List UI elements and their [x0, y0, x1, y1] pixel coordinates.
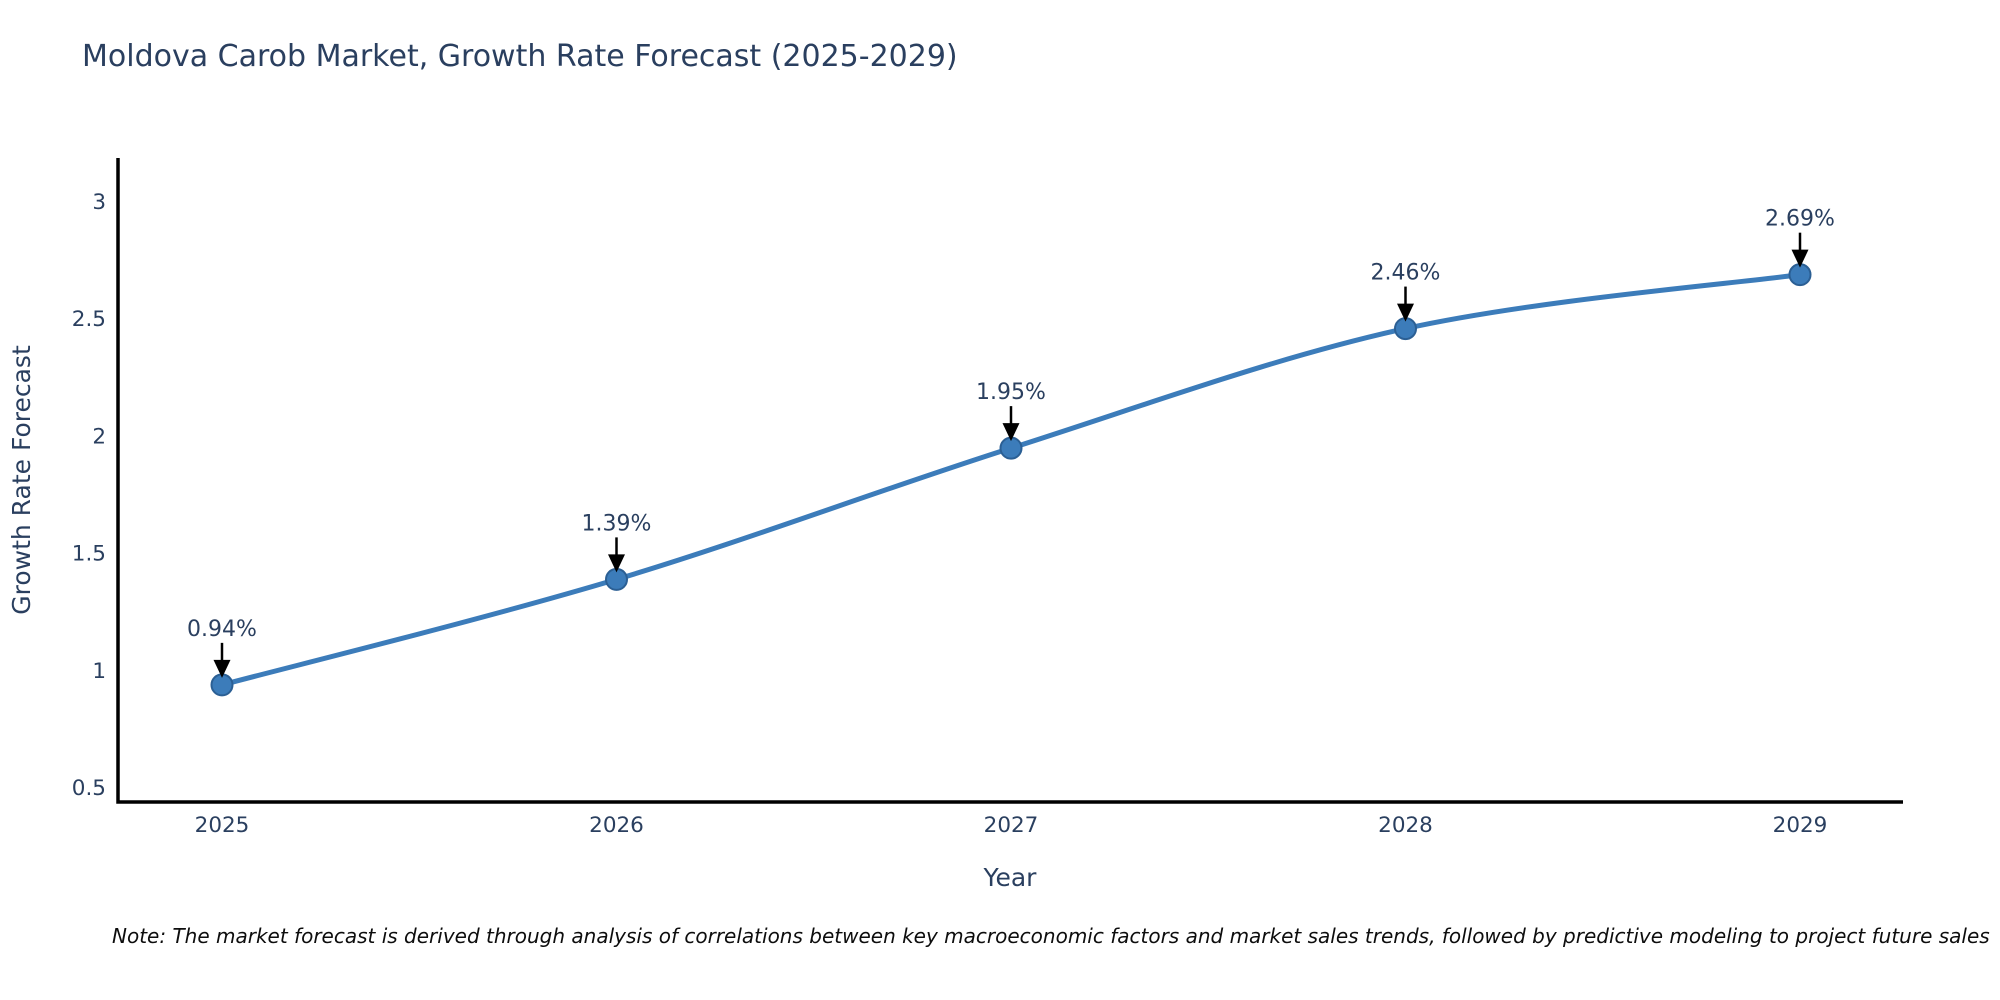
- line-series: [210, 263, 1812, 697]
- series-line: [219, 272, 1803, 688]
- annotation-arrowhead: [1002, 423, 1020, 442]
- x-tick-label: 2025: [195, 813, 250, 838]
- axis-lines: [116, 158, 1903, 804]
- y-tick-label: 2: [92, 424, 106, 449]
- annotation-label: 0.94%: [187, 617, 257, 642]
- annotation-label: 1.95%: [976, 380, 1046, 405]
- x-tick-label: 2026: [589, 813, 644, 838]
- annotation-arrowhead: [1791, 249, 1809, 268]
- chart-title: Moldova Carob Market, Growth Rate Foreca…: [82, 39, 958, 74]
- x-tick-label: 2027: [984, 813, 1039, 838]
- x-axis-title: Year: [983, 863, 1038, 892]
- y-tick-label: 1.5: [72, 542, 106, 567]
- y-tick-label: 0.5: [72, 776, 106, 801]
- y-tick-label: 3: [92, 190, 106, 215]
- x-tick-label: 2029: [1773, 813, 1828, 838]
- axes: 0.5 1 1.5 2 2.5 3 2025 2026 2027 2028 2029: [72, 158, 1903, 838]
- annotation-label: 2.69%: [1765, 207, 1835, 232]
- x-tick-label: 2028: [1378, 813, 1433, 838]
- annotation-arrowhead: [1397, 303, 1414, 322]
- annotation-arrowhead: [213, 659, 231, 678]
- annotation-label: 2.46%: [1371, 261, 1441, 286]
- y-tick-label: 2.5: [72, 307, 106, 332]
- y-axis-title: Growth Rate Forecast: [7, 345, 36, 615]
- footnote: Note: The market forecast is derived thr…: [112, 924, 1990, 948]
- y-tick-label: 1: [92, 659, 106, 684]
- annotations: 0.94% 1.39% 1.95% 2.46% 2.69%: [187, 207, 1835, 678]
- annotation-arrowhead: [608, 554, 625, 573]
- annotation-label: 1.39%: [582, 511, 652, 536]
